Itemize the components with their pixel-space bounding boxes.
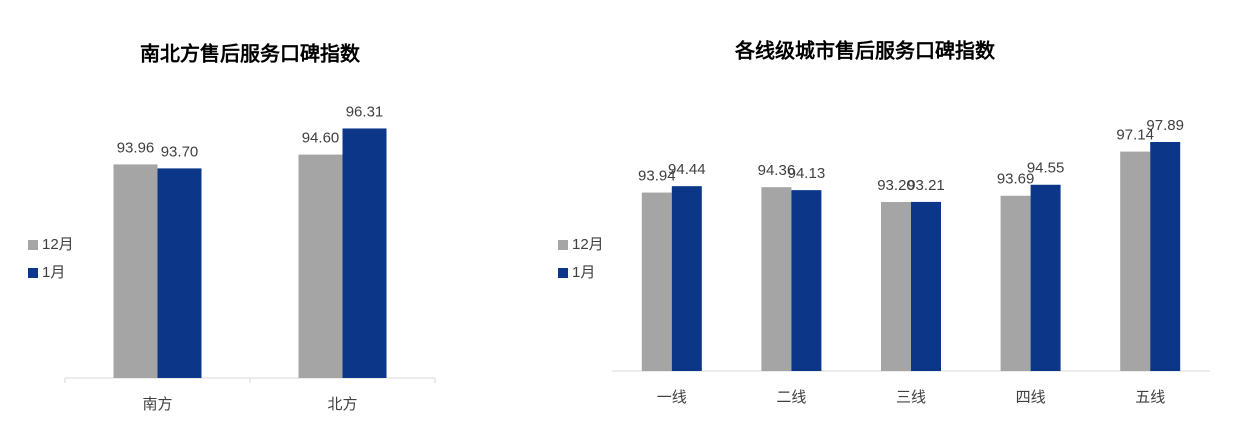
bar	[881, 202, 911, 371]
data-label: 93.20	[877, 177, 915, 194]
bar	[157, 168, 202, 378]
bar	[342, 128, 387, 378]
x-tick-label: 北方	[327, 396, 357, 413]
legend-swatch	[28, 240, 38, 250]
data-label: 94.60	[302, 130, 340, 147]
x-tick-label: 四线	[1016, 389, 1046, 406]
data-label: 93.94	[638, 168, 676, 185]
bar	[671, 186, 702, 371]
bar	[641, 192, 672, 371]
data-label: 94.13	[788, 165, 826, 182]
data-label: 93.21	[907, 177, 945, 194]
x-tick-label: 南方	[142, 396, 172, 413]
chart-title: 各线级城市售后服务口碑指数	[734, 38, 996, 62]
legend-label: 12月	[42, 236, 74, 253]
legend-swatch	[28, 268, 38, 278]
legend-label: 12月	[572, 236, 604, 253]
legend-swatch	[558, 240, 568, 250]
bar	[1000, 195, 1031, 371]
data-label: 94.55	[1027, 160, 1065, 177]
x-tick-label: 三线	[896, 389, 926, 406]
bar	[911, 201, 941, 371]
data-label: 94.36	[758, 162, 796, 179]
data-label: 97.89	[1146, 117, 1184, 134]
legend-label: 1月	[572, 264, 595, 281]
bar	[1150, 142, 1181, 371]
legend-swatch	[558, 268, 568, 278]
bar	[761, 187, 792, 371]
data-label: 93.69	[997, 171, 1035, 188]
x-tick-label: 五线	[1135, 389, 1165, 406]
data-label: 97.14	[1116, 127, 1154, 144]
legend-label: 1月	[42, 264, 65, 281]
bar	[1030, 184, 1061, 371]
bar	[298, 154, 343, 378]
data-label: 93.70	[161, 143, 199, 160]
x-tick-label: 二线	[776, 389, 806, 406]
data-label: 96.31	[346, 103, 384, 120]
x-tick-label: 一线	[657, 389, 687, 406]
data-label: 93.96	[117, 139, 155, 156]
bar	[1120, 151, 1151, 371]
chart-title: 南北方售后服务口碑指数	[140, 41, 361, 65]
bar	[113, 164, 158, 378]
bar	[791, 190, 822, 371]
data-label: 94.44	[668, 161, 706, 178]
